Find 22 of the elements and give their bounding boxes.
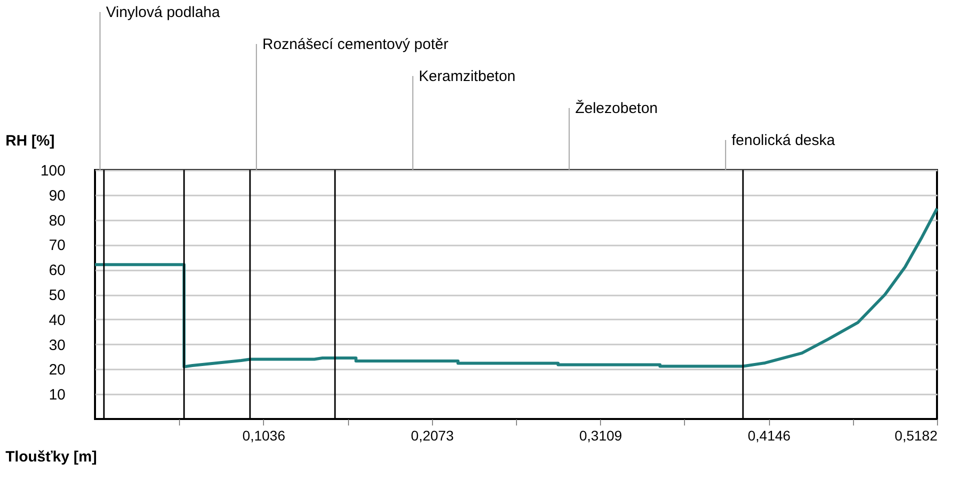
y-tick-label: 10 (48, 386, 66, 404)
x-tick-label: 0,3109 (579, 428, 622, 444)
x-tick-label: 0,2073 (410, 428, 454, 444)
y-tick-label: 90 (48, 187, 66, 204)
y-tick-label: 100 (40, 162, 66, 180)
x-tick-label: 0,4146 (748, 428, 791, 444)
y-tick-label: 20 (48, 362, 66, 379)
y-tick-label: 40 (48, 312, 66, 329)
text: Keramzitbeton (418, 68, 516, 85)
y-tick-label: 70 (48, 237, 66, 254)
text: fenolická deska (732, 132, 836, 149)
x-axis-title: Tloušťky [m] (6, 448, 97, 466)
y-tick-label: 50 (48, 287, 66, 304)
x-tick-label: 0,1036 (242, 428, 286, 444)
x-tick-label: 0,5182 (894, 428, 938, 444)
y-tick-label: 60 (48, 262, 66, 280)
y-axis-title: RH [%] (6, 132, 55, 150)
text: Železobeton (575, 99, 658, 117)
text: Roznášecí cementový potěr (262, 36, 448, 53)
text: Vinylová podlaha (106, 4, 221, 21)
y-tick-label: 80 (48, 212, 66, 230)
y-tick-label: 30 (48, 336, 66, 354)
